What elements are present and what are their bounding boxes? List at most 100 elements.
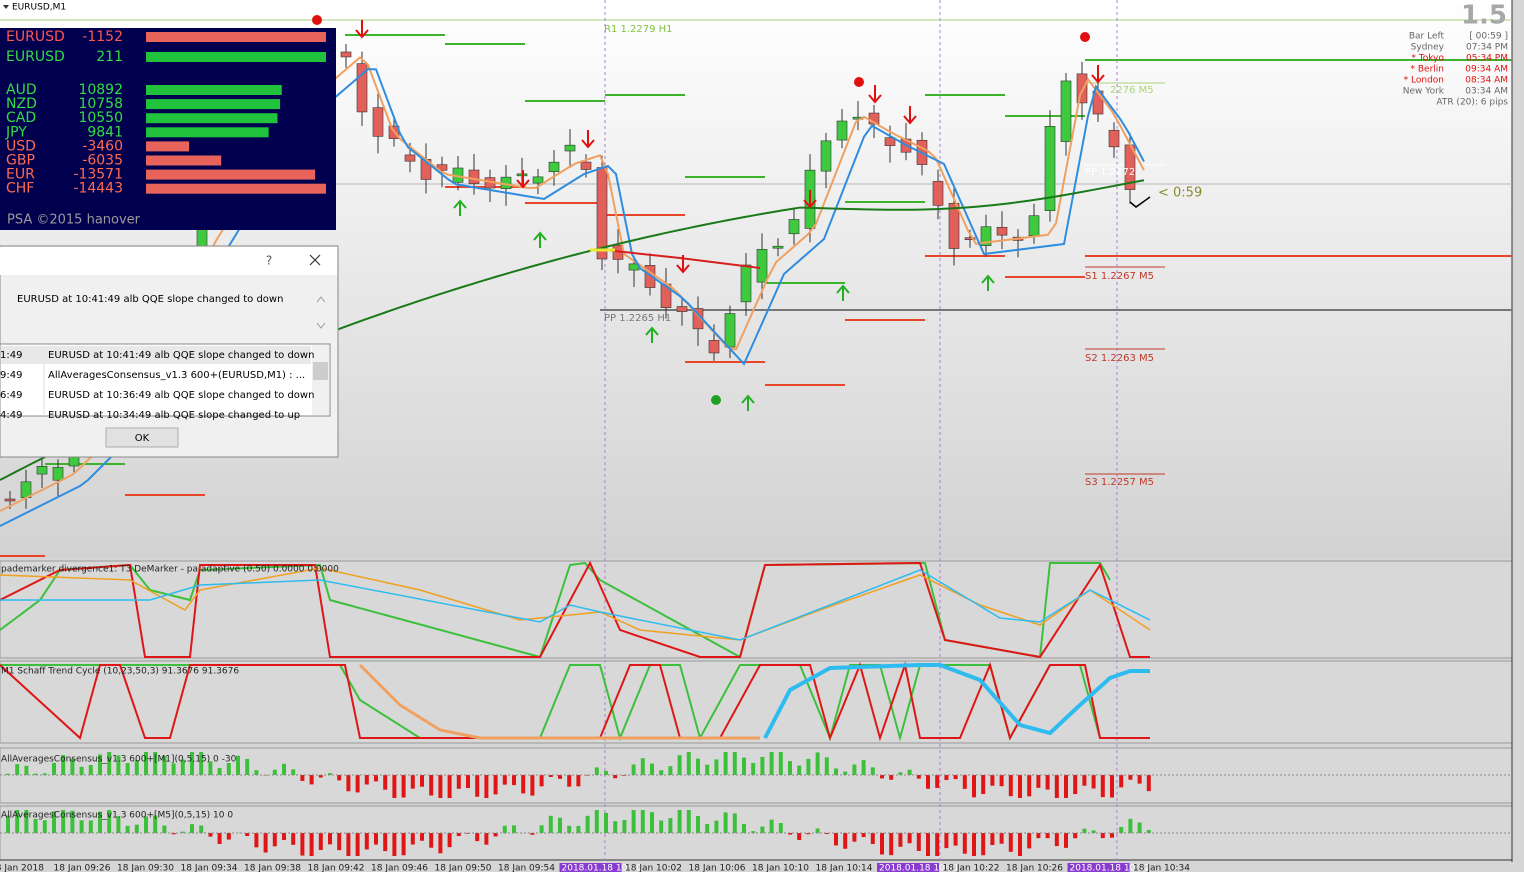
consensus-bar [484,775,489,798]
level-label: R1 1.2279 H1 [604,24,673,35]
consensus-bar [1100,775,1105,798]
time-label: 18 Jan 10:06 [689,864,746,872]
consensus-bar [1054,775,1059,798]
consensus-bar [1091,830,1096,833]
consensus-bar [364,775,369,785]
consensus-bar [374,833,378,845]
consensus-bar [677,755,682,775]
currency-bar [146,183,326,194]
consensus-bar [420,833,424,841]
consensus-bar [328,773,332,775]
consensus-bar [512,825,516,833]
dialog-titlebar [0,247,337,275]
consensus-bar [153,815,158,833]
candle-body [340,51,352,58]
consensus-bar [926,775,930,789]
consensus-bar [751,763,756,775]
consensus-bar [870,767,875,775]
candle-body [580,161,592,170]
consensus-bar [880,833,884,855]
consensus-bar [567,775,572,787]
consensus-bar [1137,775,1142,784]
consensus-bar [98,754,102,775]
time-label: 18 Jan 09:38 [244,864,301,872]
consensus-bar [1018,833,1022,856]
consensus-bar [548,815,553,833]
currency-symbol: NZD [6,96,37,112]
time-label: 18 Jan 2018 [0,864,44,872]
consensus-bar [870,833,875,844]
candle-body [4,498,16,502]
alert-time: 4:49 [0,410,22,421]
ok-button-label[interactable]: OK [135,433,150,444]
consensus-bar [999,775,1004,787]
demarker-orange [0,567,1151,641]
consensus-bar [668,766,673,775]
consensus-bar [401,833,406,856]
consensus-bar [558,817,562,833]
message-scroll[interactable] [316,296,326,329]
consensus-bar [631,764,636,775]
consensus-bar [585,775,590,776]
pair-bar [146,32,326,42]
candle-body [884,137,896,146]
consensus-bar [732,752,737,775]
consensus-bar [180,759,185,775]
consensus-bar [493,775,498,795]
consensus-bar [953,775,958,780]
consensus-bar [190,752,194,775]
currency-value: -14443 [73,181,123,197]
ok-button[interactable] [105,427,179,448]
candle-body [1108,129,1120,148]
consensus-bar [714,820,719,833]
consensus-bar [254,833,259,848]
consensus-bar [52,811,56,833]
list-scroll-thumb[interactable] [313,362,328,380]
currency-bar [146,141,190,152]
indicator-title: AllAveragesConsensus_v1.3 600+[M5](0,5,1… [1,811,233,821]
consensus-bar [364,833,369,850]
level-label: S2 1.2263 M5 [1085,353,1154,364]
consensus-bar [134,760,139,775]
consensus-bar [972,833,976,856]
consensus-bar [502,775,507,785]
candle-body [564,144,576,152]
consensus-bar [171,833,176,835]
consensus-bar [530,775,535,796]
buy-arrow [836,284,850,301]
help-button[interactable]: ? [266,254,272,268]
consensus-bar [355,833,360,856]
level-label: PP 1.2265 H1 [604,313,671,324]
consensus-bar [696,816,700,833]
consensus-bar [24,810,29,833]
consensus-bar [107,752,112,775]
consensus-bar [824,833,829,834]
buy-arrow [533,231,547,248]
close-button[interactable] [309,254,321,266]
candle-body [996,226,1008,236]
consensus-bar [190,824,194,833]
consensus-bar [742,757,746,775]
consensus-bar [1091,775,1096,789]
consensus-bar [33,818,38,833]
consensus-bar [576,825,581,833]
time-label: 18 Jan 09:50 [435,864,492,872]
candle-body [836,120,848,141]
consensus-bar [640,810,645,833]
consensus-bar [852,764,857,775]
time-highlight [1067,863,1130,872]
consensus-bar [282,763,286,775]
consensus-bar [493,833,498,837]
consensus-bar [696,758,700,775]
currency-bar [146,155,222,166]
pair-symbol: EURUSD [6,49,65,65]
candle-body [1060,80,1072,142]
session-label: New York [1403,87,1445,97]
consensus-bar [1119,775,1124,788]
consensus-bar [953,833,958,846]
time-highlight [559,863,622,872]
candle-body [1076,73,1088,104]
consensus-bar [530,833,535,835]
